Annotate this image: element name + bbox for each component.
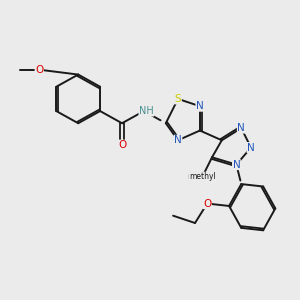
Text: O: O: [35, 65, 44, 75]
Text: N: N: [196, 101, 204, 111]
Text: NH: NH: [139, 106, 154, 116]
Text: N: N: [237, 123, 245, 133]
Text: methyl: methyl: [189, 172, 216, 181]
Text: methyl: methyl: [188, 172, 217, 181]
Text: N: N: [232, 160, 240, 170]
Text: N: N: [174, 135, 182, 145]
Text: S: S: [175, 94, 181, 104]
Text: O: O: [203, 199, 211, 208]
Text: N: N: [247, 142, 255, 153]
Text: O: O: [118, 140, 126, 150]
